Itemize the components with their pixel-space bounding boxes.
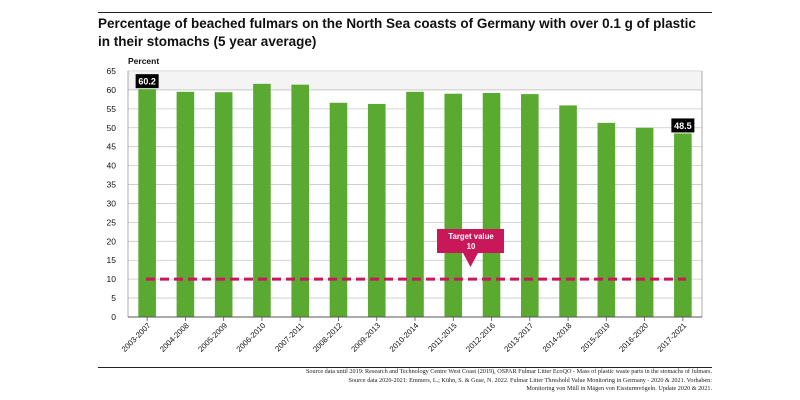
bar: [674, 133, 692, 317]
bar: [367, 103, 386, 318]
y-tick-label: 0: [111, 312, 116, 322]
y-axis-label: Percent: [128, 56, 159, 66]
y-tick-label: 65: [107, 66, 117, 76]
x-tick-label: 2015-2019: [579, 321, 612, 354]
x-tick-label: 2014-2018: [541, 321, 574, 354]
x-tick-label: 2016-2020: [617, 321, 650, 354]
bar: [559, 105, 577, 317]
top-rule: [98, 12, 712, 13]
data-label: 60.2: [138, 77, 156, 87]
x-tick-label: 2003-2007: [120, 321, 153, 354]
target-callout: [437, 229, 504, 267]
y-tick-label: 20: [107, 236, 117, 246]
bar: [329, 102, 348, 317]
source-line-3: Monitoring von Müll in Mägen von Eisstur…: [526, 385, 712, 392]
y-tick-label: 45: [107, 142, 117, 152]
bar: [214, 92, 233, 317]
data-label-box: [671, 118, 695, 133]
x-tick-label: 2012-2016: [464, 321, 497, 354]
data-label-box: [135, 74, 159, 89]
x-tick-label: 2004-2008: [158, 321, 191, 354]
source-line-1: Source data until 2019: Research and Tec…: [305, 368, 712, 375]
x-tick-label: 2006-2010: [235, 321, 268, 354]
chart-title: Percentage of beached fulmars on the Nor…: [98, 16, 696, 49]
target-label: Target value: [448, 232, 494, 241]
bar: [176, 91, 195, 317]
bar: [635, 127, 654, 318]
bar: [291, 84, 310, 317]
y-tick-label: 60: [107, 85, 117, 95]
y-tick-label: 50: [107, 123, 117, 133]
x-tick-label: 2005-2009: [196, 321, 229, 354]
x-tick-label: 2013-2017: [502, 321, 535, 354]
y-tick-label: 5: [111, 293, 116, 303]
y-tick-label: 15: [107, 255, 117, 265]
y-tick-label: 10: [107, 274, 117, 284]
x-tick-label: 2009-2013: [349, 321, 382, 354]
target-value-label: 10: [467, 242, 476, 251]
y-tick-label: 40: [107, 161, 117, 171]
bar: [444, 93, 463, 317]
bar: [597, 122, 616, 317]
bar: [138, 89, 156, 317]
x-tick-label: 2008-2012: [311, 321, 344, 354]
x-tick-label: 2007-2011: [273, 321, 305, 353]
bar: [520, 94, 539, 317]
x-tick-label: 2017-2021: [656, 321, 689, 354]
y-tick-label: 30: [107, 198, 117, 208]
bar: [253, 83, 271, 317]
x-tick-label: 2011-2015: [426, 321, 459, 354]
source-line-2: Source data 2020-2021: Emmers, L.; Kühn,…: [348, 376, 712, 384]
x-tick-label: 2010-2014: [388, 321, 421, 354]
data-label: 48.5: [674, 121, 692, 131]
y-tick-label: 35: [107, 180, 117, 190]
y-tick-label: 55: [107, 104, 117, 114]
bar: [406, 91, 424, 317]
bar: [482, 92, 501, 317]
y-tick-label: 25: [107, 217, 117, 227]
bottom-rule: [98, 367, 712, 368]
